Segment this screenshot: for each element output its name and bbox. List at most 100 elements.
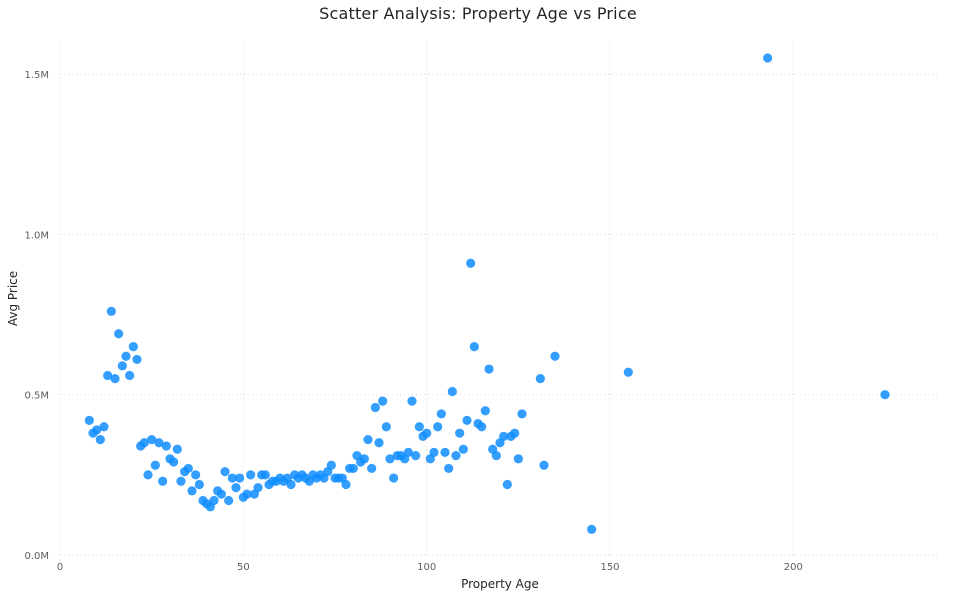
x-tick-label: 100 bbox=[417, 562, 436, 573]
data-point[interactable] bbox=[458, 444, 468, 454]
data-point[interactable] bbox=[385, 454, 395, 464]
data-point[interactable] bbox=[484, 364, 494, 374]
data-point[interactable] bbox=[260, 470, 270, 480]
data-point[interactable] bbox=[381, 422, 391, 432]
data-point[interactable] bbox=[513, 454, 523, 464]
data-point[interactable] bbox=[84, 415, 94, 425]
data-point[interactable] bbox=[440, 447, 450, 457]
data-point[interactable] bbox=[348, 463, 358, 474]
data-points bbox=[84, 53, 890, 534]
data-point[interactable] bbox=[341, 479, 351, 490]
data-point[interactable] bbox=[550, 351, 560, 361]
data-point[interactable] bbox=[477, 422, 487, 432]
data-point[interactable] bbox=[378, 396, 388, 406]
y-tick-label: 0.5M bbox=[24, 391, 49, 402]
data-point[interactable] bbox=[121, 351, 131, 361]
data-point[interactable] bbox=[436, 409, 446, 419]
x-tick-label: 0 bbox=[57, 562, 63, 573]
data-point[interactable] bbox=[363, 434, 373, 445]
data-point[interactable] bbox=[253, 483, 263, 493]
data-point[interactable] bbox=[158, 476, 168, 486]
data-point[interactable] bbox=[623, 367, 633, 377]
data-point[interactable] bbox=[535, 374, 545, 384]
data-point[interactable] bbox=[480, 406, 490, 416]
data-point[interactable] bbox=[139, 438, 149, 448]
y-tick-label: 1.5M bbox=[24, 70, 49, 81]
data-point[interactable] bbox=[150, 460, 160, 470]
data-point[interactable] bbox=[216, 489, 226, 499]
grid-lines bbox=[59, 42, 940, 556]
data-point[interactable] bbox=[763, 53, 773, 63]
data-point[interactable] bbox=[517, 409, 527, 419]
data-point[interactable] bbox=[106, 306, 116, 316]
data-point[interactable] bbox=[99, 422, 109, 432]
data-point[interactable] bbox=[231, 483, 241, 493]
data-point[interactable] bbox=[286, 479, 296, 490]
data-point[interactable] bbox=[194, 479, 204, 490]
data-point[interactable] bbox=[132, 354, 142, 365]
data-point[interactable] bbox=[147, 434, 157, 445]
data-point[interactable] bbox=[242, 489, 252, 499]
data-point[interactable] bbox=[433, 422, 443, 432]
data-point[interactable] bbox=[187, 486, 197, 496]
data-point[interactable] bbox=[154, 438, 164, 448]
data-point[interactable] bbox=[95, 434, 105, 445]
data-point[interactable] bbox=[92, 425, 102, 435]
y-tick-label: 1.0M bbox=[24, 230, 49, 241]
chart-title: Scatter Analysis: Property Age vs Price bbox=[319, 4, 637, 23]
data-point[interactable] bbox=[359, 454, 369, 464]
data-point[interactable] bbox=[326, 460, 336, 470]
data-point[interactable] bbox=[161, 441, 171, 451]
data-point[interactable] bbox=[422, 428, 432, 438]
data-point[interactable] bbox=[429, 447, 439, 457]
data-point[interactable] bbox=[143, 470, 153, 480]
data-point[interactable] bbox=[114, 329, 124, 339]
data-point[interactable] bbox=[502, 479, 512, 490]
data-point[interactable] bbox=[411, 451, 421, 461]
data-point[interactable] bbox=[447, 386, 457, 397]
data-point[interactable] bbox=[172, 444, 182, 454]
data-point[interactable] bbox=[220, 467, 230, 477]
data-point[interactable] bbox=[209, 495, 219, 506]
x-tick-label: 50 bbox=[237, 562, 250, 573]
data-point[interactable] bbox=[880, 390, 890, 400]
y-tick-label: 0.0M bbox=[24, 551, 49, 562]
x-axis-title: Property Age bbox=[461, 577, 539, 591]
data-point[interactable] bbox=[125, 370, 135, 381]
y-axis-title: Avg Price bbox=[6, 271, 20, 326]
data-point[interactable] bbox=[246, 470, 256, 480]
data-point[interactable] bbox=[455, 428, 465, 438]
data-point[interactable] bbox=[169, 457, 179, 467]
data-point[interactable] bbox=[227, 473, 237, 483]
data-point[interactable] bbox=[587, 524, 597, 534]
tick-labels: 0 50 100 150 200 0.0M 0.5M 1.0M 1.5M bbox=[24, 70, 802, 573]
data-point[interactable] bbox=[110, 374, 120, 384]
data-point[interactable] bbox=[117, 361, 127, 371]
data-point[interactable] bbox=[407, 396, 417, 406]
data-point[interactable] bbox=[389, 473, 399, 483]
data-point[interactable] bbox=[224, 495, 234, 506]
data-point[interactable] bbox=[451, 451, 461, 461]
data-point[interactable] bbox=[539, 460, 549, 470]
data-point[interactable] bbox=[499, 431, 509, 441]
x-tick-label: 200 bbox=[784, 562, 803, 573]
data-point[interactable] bbox=[414, 422, 424, 432]
data-point[interactable] bbox=[191, 470, 201, 480]
data-point[interactable] bbox=[462, 415, 472, 425]
data-point[interactable] bbox=[103, 370, 113, 381]
data-point[interactable] bbox=[128, 341, 138, 352]
data-point[interactable] bbox=[444, 463, 454, 474]
data-point[interactable] bbox=[403, 447, 413, 457]
data-point[interactable] bbox=[469, 341, 479, 352]
data-point[interactable] bbox=[183, 463, 193, 474]
data-point[interactable] bbox=[374, 438, 384, 448]
data-point[interactable] bbox=[176, 476, 186, 486]
data-point[interactable] bbox=[370, 402, 380, 413]
data-point[interactable] bbox=[235, 473, 245, 483]
data-point[interactable] bbox=[367, 463, 377, 474]
data-point[interactable] bbox=[491, 451, 501, 461]
data-point[interactable] bbox=[466, 258, 476, 268]
data-point[interactable] bbox=[510, 428, 520, 438]
